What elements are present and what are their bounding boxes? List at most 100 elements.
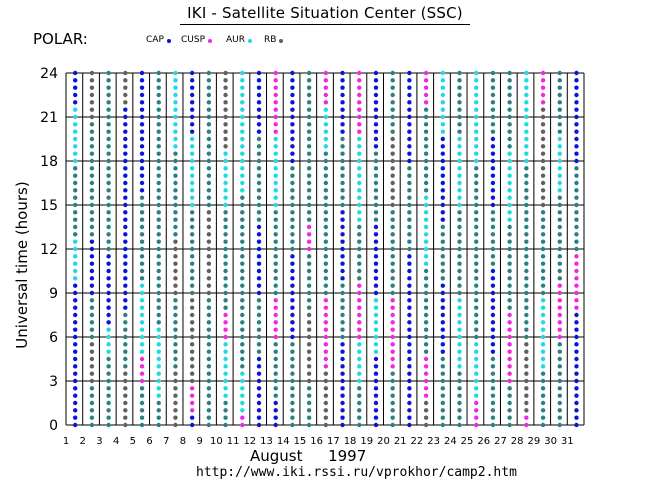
- data-point-ps: [340, 283, 345, 288]
- data-point-rb: [323, 422, 329, 428]
- data-point-rb: [223, 92, 228, 98]
- data-point-ps: [373, 180, 379, 186]
- data-point-cusp: [574, 298, 579, 303]
- data-point-cap: [407, 151, 412, 156]
- data-point-cap: [340, 268, 345, 274]
- data-point-cusp: [273, 85, 278, 90]
- data-point-rb: [540, 180, 546, 186]
- data-point-ps: [507, 100, 512, 105]
- data-point-rb: [123, 378, 128, 384]
- data-point-cap: [290, 107, 295, 112]
- data-point-aur: [474, 151, 479, 156]
- legend-dot-cusp: [208, 39, 213, 43]
- data-point-aur: [72, 268, 78, 274]
- data-point-cusp: [557, 298, 562, 303]
- data-point-cap: [256, 85, 262, 90]
- data-point-ps: [306, 158, 312, 164]
- data-point-rb: [89, 342, 95, 347]
- data-point-cap: [72, 85, 78, 90]
- data-point-ps: [524, 210, 529, 215]
- data-point-ps: [256, 151, 262, 156]
- data-point-aur: [373, 320, 379, 325]
- data-point-ps: [340, 327, 345, 332]
- data-point-ps: [156, 415, 161, 420]
- data-point-rb: [123, 85, 128, 90]
- data-point-ps: [156, 202, 161, 208]
- x-tick-label: 5: [130, 436, 136, 447]
- data-point-ps: [256, 144, 262, 149]
- data-point-aur: [273, 188, 278, 193]
- data-point-ps: [507, 136, 512, 142]
- data-point-cap: [373, 122, 379, 127]
- data-point-rb: [173, 246, 178, 252]
- x-tick-label: 2: [80, 436, 86, 447]
- data-point-cap: [123, 305, 128, 310]
- data-point-cusp: [273, 114, 278, 120]
- data-point-ps: [540, 371, 546, 376]
- data-point-rb: [390, 151, 395, 156]
- data-point-cusp: [390, 320, 395, 325]
- data-point-cap: [574, 371, 579, 376]
- data-point-cap: [574, 114, 579, 120]
- data-point-ps: [340, 136, 345, 142]
- data-point-rb: [173, 371, 178, 376]
- data-point-ps: [173, 158, 178, 164]
- data-point-cusp: [557, 305, 562, 310]
- data-point-cusp: [139, 371, 145, 376]
- data-point-ps: [240, 349, 245, 354]
- data-point-ps: [340, 290, 345, 296]
- data-point-rb: [123, 408, 128, 413]
- data-point-aur: [72, 151, 78, 156]
- data-point-cap: [373, 224, 379, 230]
- data-point-ps: [373, 166, 379, 171]
- data-point-ps: [507, 298, 512, 303]
- data-point-ps: [173, 224, 178, 230]
- data-point-ps: [340, 320, 345, 325]
- data-point-aur: [72, 114, 78, 120]
- data-point-rb: [540, 114, 546, 120]
- data-point-cap: [189, 85, 195, 90]
- data-point-ps: [256, 312, 262, 318]
- data-point-cap: [490, 136, 496, 142]
- legend-label-aur: AUR: [226, 35, 245, 45]
- data-point-cap: [290, 136, 295, 142]
- data-point-ps: [457, 100, 462, 105]
- data-point-cusp: [323, 356, 329, 362]
- data-point-cap: [290, 276, 295, 281]
- data-point-aur: [457, 342, 462, 347]
- data-point-cap: [574, 129, 579, 134]
- data-point-cap: [256, 364, 262, 369]
- data-point-aur: [173, 100, 178, 105]
- data-point-ps: [189, 261, 195, 266]
- data-point-cap: [440, 217, 446, 222]
- data-point-ps: [173, 349, 178, 354]
- data-point-ps: [557, 400, 562, 406]
- data-point-cap: [256, 232, 262, 237]
- source-url[interactable]: http://www.iki.rssi.ru/vprokhor/camp2.ht…: [196, 465, 517, 480]
- data-point-ps: [524, 268, 529, 274]
- data-point-ps: [290, 232, 295, 237]
- data-point-ps: [206, 393, 212, 398]
- data-point-ps: [106, 129, 111, 134]
- data-point-ps: [423, 151, 429, 156]
- data-point-aur: [440, 85, 446, 90]
- data-point-aur: [189, 144, 195, 149]
- data-point-aur: [72, 107, 78, 112]
- data-point-cap: [256, 254, 262, 259]
- data-point-ps: [540, 415, 546, 420]
- data-point-rb: [524, 386, 529, 391]
- data-point-cap: [373, 290, 379, 296]
- data-point-ps: [139, 246, 145, 252]
- data-point-aur: [357, 180, 362, 186]
- data-point-cusp: [139, 356, 145, 362]
- data-point-ps: [256, 217, 262, 222]
- data-point-ps: [524, 290, 529, 296]
- data-point-cap: [123, 283, 128, 288]
- data-point-ps: [323, 254, 329, 259]
- data-point-cap: [407, 320, 412, 325]
- data-point-ps: [557, 415, 562, 420]
- data-point-rb: [206, 239, 212, 244]
- data-point-ps: [273, 283, 278, 288]
- data-point-ps: [72, 188, 78, 193]
- data-point-ps: [357, 239, 362, 244]
